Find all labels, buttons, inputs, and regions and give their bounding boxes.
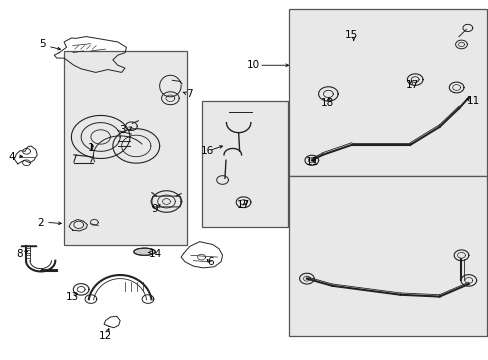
Text: 11: 11 [305,157,319,167]
Text: 1: 1 [87,143,94,153]
Text: 4: 4 [8,152,15,162]
Text: 14: 14 [149,248,162,258]
Polygon shape [134,248,155,255]
Text: 15: 15 [345,30,358,40]
Text: 8: 8 [16,248,22,258]
Text: 13: 13 [66,292,80,302]
Text: 10: 10 [246,60,259,70]
Bar [289,9,487,176]
Text: 11: 11 [466,96,479,106]
Bar [289,176,487,336]
Text: 16: 16 [201,146,214,156]
Text: 9: 9 [151,204,158,214]
Text: 6: 6 [206,257,213,267]
Text: 12: 12 [99,331,112,341]
Bar [201,101,288,226]
Text: 5: 5 [39,39,45,49]
Bar [64,51,186,244]
Text: 7: 7 [186,89,193,99]
Text: 18: 18 [320,98,333,108]
Text: 2: 2 [37,218,44,228]
Text: 3: 3 [119,125,125,135]
Text: 17: 17 [405,80,419,90]
Text: 17: 17 [236,200,250,210]
